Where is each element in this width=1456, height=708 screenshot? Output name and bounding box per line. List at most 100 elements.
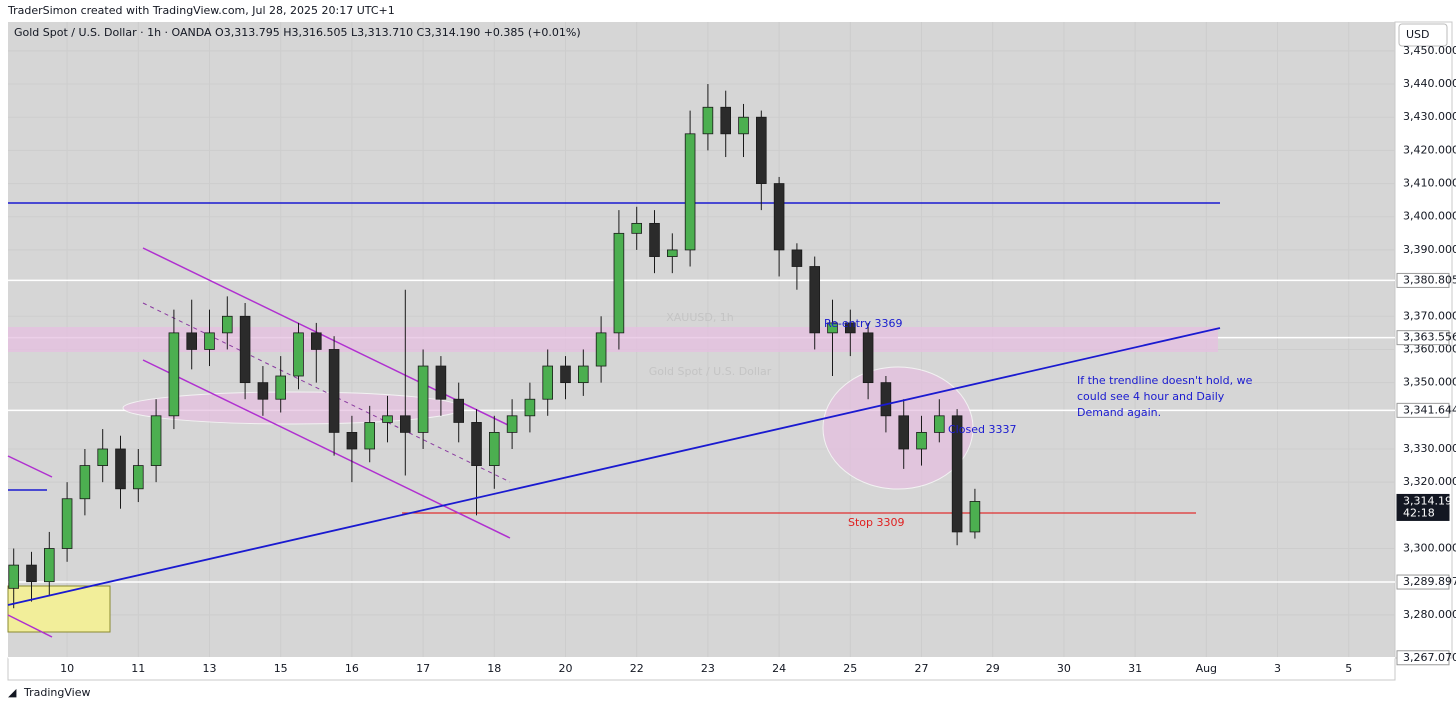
y-tick-label: 3,330.000 <box>1403 442 1456 455</box>
candle-body <box>471 422 482 466</box>
candle-body <box>827 322 838 334</box>
candle-body <box>239 315 251 384</box>
candle-body <box>417 365 429 433</box>
channel-line <box>7 455 53 478</box>
candle-body <box>631 222 643 234</box>
candle-body <box>649 222 660 257</box>
trendline <box>7 327 1221 606</box>
currency-button[interactable] <box>1398 23 1448 47</box>
y-tick-label: 3,280.000 <box>1403 608 1456 621</box>
footer-logo: ◢ <box>8 686 17 699</box>
candle-body <box>560 365 571 384</box>
x-tick-label: 30 <box>1057 662 1071 675</box>
candle-body <box>79 465 91 500</box>
x-tick-label: 22 <box>630 662 644 675</box>
candle-body <box>791 249 803 267</box>
x-tick-label: 17 <box>416 662 430 675</box>
candle-body <box>115 448 126 490</box>
channel-line <box>7 614 53 638</box>
x-tick-label: 15 <box>274 662 288 675</box>
candle-body <box>61 498 73 549</box>
candle-body <box>168 332 180 417</box>
x-tick-label: 24 <box>772 662 786 675</box>
candle-body <box>44 548 55 583</box>
candle-body <box>311 332 322 350</box>
price-label: 3,363.556 <box>1403 331 1456 344</box>
y-tick-label: 3,300.000 <box>1403 542 1456 555</box>
candle-body <box>969 501 981 533</box>
annotation: Closed 3337 <box>948 423 1016 436</box>
countdown: 42:18 <box>1403 506 1435 519</box>
y-tick-label: 3,320.000 <box>1403 475 1456 488</box>
candle-body <box>720 106 732 135</box>
x-tick-label: 13 <box>202 662 216 675</box>
candle-body <box>934 415 945 433</box>
candle-body <box>26 564 37 583</box>
candles <box>8 84 981 609</box>
candle-body <box>293 332 304 377</box>
price-label: 3,380.805 <box>1403 273 1456 286</box>
x-tick-label: 16 <box>345 662 359 675</box>
candle-body <box>738 116 749 135</box>
candle-body <box>773 183 785 251</box>
candle-body <box>346 431 358 450</box>
price-label-box <box>1396 272 1450 288</box>
candle-body <box>667 249 678 257</box>
candle-body <box>916 431 927 450</box>
candle-body <box>613 232 625 334</box>
candle-body <box>506 415 518 433</box>
y-tick-label: 3,420.000 <box>1403 143 1456 156</box>
candle-body <box>489 431 500 466</box>
y-tick-label: 3,370.000 <box>1403 309 1456 322</box>
y-tick-label: 3,400.000 <box>1403 210 1456 223</box>
channel-line <box>142 247 511 427</box>
candle-body <box>150 415 162 466</box>
annotation: Stop 3309 <box>848 516 905 529</box>
x-tick-label: 3 <box>1274 662 1281 675</box>
candle-body <box>133 465 144 490</box>
candle-body <box>435 365 447 400</box>
x-tick-label: 20 <box>559 662 573 675</box>
candle-body <box>845 322 856 334</box>
x-tick-label: 29 <box>986 662 1000 675</box>
price-label: 3,267.070 <box>1403 651 1456 664</box>
candle-body <box>684 133 696 251</box>
price-label: 3,289.897 <box>1403 575 1456 588</box>
footer: TradingView <box>23 686 90 699</box>
candle-body <box>382 415 393 423</box>
y-tick-label: 3,390.000 <box>1403 243 1456 256</box>
x-tick-label: 31 <box>1128 662 1142 675</box>
y-tick-label: 3,440.000 <box>1403 77 1456 90</box>
y-tick-label: 3,410.000 <box>1403 177 1456 190</box>
candle-body <box>204 332 215 350</box>
x-tick-label: 27 <box>915 662 929 675</box>
watermark-sub: Gold Spot / U.S. Dollar <box>649 365 772 378</box>
candle-body <box>186 332 197 350</box>
axes: 3,280.000 3,300.000 3,320.000 3,330.000 3,35… <box>60 44 1456 675</box>
x-tick-label: 18 <box>487 662 501 675</box>
y-tick-label: 3,350.000 <box>1403 376 1456 389</box>
price-label-box <box>1396 574 1450 590</box>
candle-body <box>275 375 286 400</box>
watermark: XAUUSD, 1h <box>666 311 734 324</box>
y-tick-label: 3,360.000 <box>1403 342 1456 355</box>
candle-body <box>97 448 108 466</box>
annotation: Re-entry 3369 <box>824 317 902 330</box>
x-tick-label: Aug <box>1196 662 1217 675</box>
price-label: 3,314.190 <box>1403 494 1456 507</box>
candle-body <box>898 415 910 450</box>
candle-body <box>951 415 963 533</box>
x-tick-label: 10 <box>60 662 74 675</box>
candle-body <box>756 116 767 184</box>
candle-body <box>364 422 375 450</box>
candle-body <box>702 106 714 135</box>
candle-body <box>595 332 607 367</box>
price-label: 3,341.644 <box>1403 403 1456 416</box>
candle-body <box>524 398 536 417</box>
annotation: Demand again. <box>1077 406 1161 419</box>
x-tick-label: 23 <box>701 662 715 675</box>
price-label-box <box>1396 493 1450 521</box>
candle-body <box>400 415 411 433</box>
x-tick-label: 25 <box>843 662 857 675</box>
